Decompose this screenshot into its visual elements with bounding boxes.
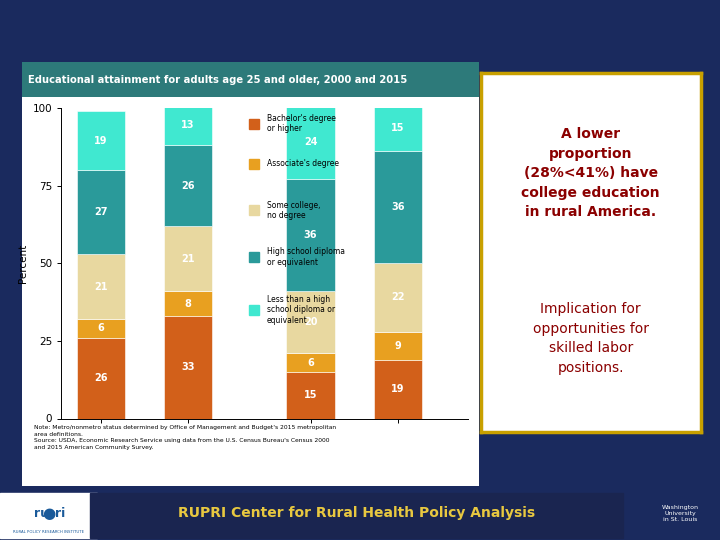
Text: Educational attainment for adults age 25 and older, 2000 and 2015: Educational attainment for adults age 25…	[29, 75, 408, 85]
Text: Associate's degree: Associate's degree	[267, 159, 339, 168]
Bar	[164, 105, 212, 145]
Text: Bachelor's degree
or higher: Bachelor's degree or higher	[267, 114, 336, 133]
Text: Note: Metro/nonmetro status determined by Office of Management and Budget's 2015: Note: Metro/nonmetro status determined b…	[34, 425, 336, 450]
Text: Less than a high
school diploma or
equivalent: Less than a high school diploma or equiv…	[267, 295, 335, 325]
Bar	[374, 332, 422, 360]
FancyBboxPatch shape	[0, 494, 97, 538]
Text: 6: 6	[307, 357, 314, 368]
Text: 15: 15	[304, 390, 318, 400]
Bar	[374, 263, 422, 332]
Bar	[374, 105, 422, 151]
Text: 22: 22	[391, 292, 405, 302]
Text: 21: 21	[181, 254, 195, 264]
Bar	[164, 316, 212, 418]
Text: Washington
University
in St. Louis: Washington University in St. Louis	[662, 504, 699, 522]
Text: ●: ●	[42, 506, 55, 521]
Bar	[76, 338, 125, 418]
Bar	[76, 111, 125, 170]
Text: High school diploma
or equivalent: High school diploma or equivalent	[267, 247, 345, 267]
Bar	[164, 226, 212, 291]
Text: 26: 26	[181, 180, 195, 191]
Bar	[76, 170, 125, 254]
Y-axis label: Percent: Percent	[19, 244, 28, 283]
Text: Implication for
opportunities for
skilled labor
positions.: Implication for opportunities for skille…	[533, 302, 649, 375]
Text: 24: 24	[304, 137, 318, 147]
Text: ru: ru	[34, 507, 49, 520]
Text: 26: 26	[94, 373, 107, 383]
Text: Metro: Metro	[126, 462, 163, 472]
Text: ri: ri	[55, 507, 66, 520]
Bar	[164, 291, 212, 316]
Text: 15: 15	[391, 123, 405, 133]
FancyBboxPatch shape	[90, 494, 623, 538]
Text: 6: 6	[97, 323, 104, 334]
Text: 27: 27	[94, 207, 107, 217]
Bar	[164, 145, 212, 226]
Text: 19: 19	[391, 384, 405, 394]
Text: 36: 36	[304, 230, 318, 240]
Text: 8: 8	[184, 299, 192, 309]
Bar	[374, 151, 422, 263]
Text: 36: 36	[391, 202, 405, 212]
Text: RUPRI Center for Rural Health Policy Analysis: RUPRI Center for Rural Health Policy Ana…	[178, 507, 535, 521]
Text: Some college,
no degree: Some college, no degree	[267, 201, 320, 220]
Text: RURAL POLICY RESEARCH INSTITUTE: RURAL POLICY RESEARCH INSTITUTE	[14, 530, 84, 534]
Bar	[76, 319, 125, 338]
Text: 9: 9	[395, 341, 401, 350]
Bar	[287, 179, 335, 291]
Bar	[287, 353, 335, 372]
Text: 13: 13	[181, 120, 195, 130]
Text: 21: 21	[94, 281, 107, 292]
Text: A lower
proportion
(28%<41%) have
college education
in rural America.: A lower proportion (28%<41%) have colleg…	[521, 127, 660, 219]
Bar	[76, 254, 125, 319]
Text: 20: 20	[304, 317, 318, 327]
Text: 19: 19	[94, 136, 107, 146]
Bar	[287, 372, 335, 418]
Bar	[287, 105, 335, 179]
Text: Nonmetro: Nonmetro	[323, 462, 385, 472]
Bar	[374, 360, 422, 419]
Text: 33: 33	[181, 362, 195, 372]
Bar	[287, 291, 335, 353]
